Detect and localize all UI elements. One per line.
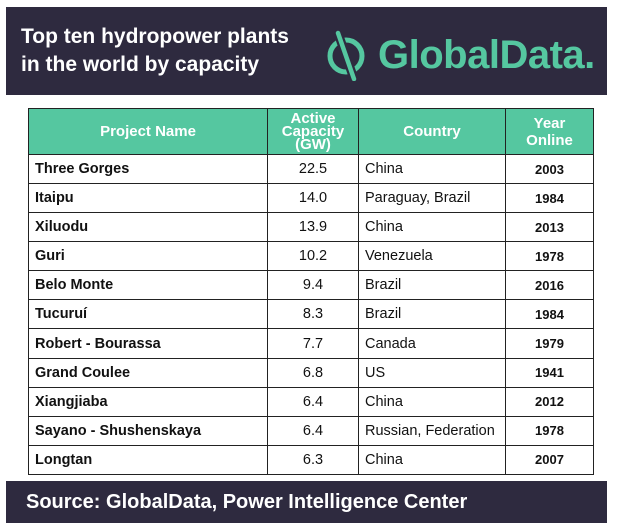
year-cell: 2003 — [505, 153, 594, 185]
country-cell: Russian, Federation — [358, 415, 506, 446]
table-row: Belo Monte 9.4 Brazil 2016 — [28, 270, 594, 301]
capacity-cell: 14.0 — [267, 183, 359, 214]
capacity-cell: 10.2 — [267, 241, 359, 272]
table-header-row: Project Name Active Capacity (GW) Countr… — [28, 108, 594, 155]
project-name-cell: Three Gorges — [28, 153, 268, 185]
table-row: Guri 10.2 Venezuela 1978 — [28, 241, 594, 272]
country-cell: Venezuela — [358, 241, 506, 272]
table-row: Xiangjiaba 6.4 China 2012 — [28, 386, 594, 417]
page-title: Top ten hydropower plants in the world b… — [21, 25, 289, 76]
project-name-cell: Guri — [28, 241, 268, 272]
globaldata-logo-icon — [327, 30, 365, 81]
hydropower-table: Project Name Active Capacity (GW) Countr… — [28, 108, 594, 476]
year-cell: 2007 — [505, 444, 594, 476]
year-cell: 1984 — [505, 183, 594, 214]
capacity-cell: 6.8 — [267, 357, 359, 388]
year-cell: 2012 — [505, 386, 594, 417]
capacity-cell: 6.4 — [267, 415, 359, 446]
project-name-cell: Grand Coulee — [28, 357, 268, 388]
country-cell: China — [358, 212, 506, 243]
year-cell: 1978 — [505, 415, 594, 446]
column-header-year: Year Online — [505, 108, 594, 155]
table-row: Three Gorges 22.5 China 2003 — [28, 153, 594, 185]
brand-name: GlobalData. — [378, 33, 595, 77]
column-header-country: Country — [358, 108, 506, 155]
footer-banner: Source: GlobalData, Power Intelligence C… — [6, 481, 607, 523]
capacity-cell: 6.3 — [267, 444, 359, 476]
country-cell: Paraguay, Brazil — [358, 183, 506, 214]
table-row: Tucuruí 8.3 Brazil 1984 — [28, 299, 594, 330]
capacity-cell: 8.3 — [267, 299, 359, 330]
table-row: Longtan 6.3 China 2007 — [28, 444, 594, 476]
year-cell: 2013 — [505, 212, 594, 243]
country-cell: Canada — [358, 328, 506, 359]
country-cell: China — [358, 386, 506, 417]
project-name-cell: Robert - Bourassa — [28, 328, 268, 359]
project-name-cell: Sayano - Shushenskaya — [28, 415, 268, 446]
table-row: Grand Coulee 6.8 US 1941 — [28, 357, 594, 388]
table-row: Robert - Bourassa 7.7 Canada 1979 — [28, 328, 594, 359]
column-header-project-name: Project Name — [28, 108, 268, 155]
country-cell: China — [358, 153, 506, 185]
capacity-cell: 6.4 — [267, 386, 359, 417]
project-name-cell: Itaipu — [28, 183, 268, 214]
globaldata-logo: GlobalData. — [324, 27, 602, 83]
table-row: Itaipu 14.0 Paraguay, Brazil 1984 — [28, 183, 594, 214]
year-cell: 1979 — [505, 328, 594, 359]
year-cell: 1984 — [505, 299, 594, 330]
country-cell: US — [358, 357, 506, 388]
table-row: Xiluodu 13.9 China 2013 — [28, 212, 594, 243]
project-name-cell: Longtan — [28, 444, 268, 476]
capacity-cell: 13.9 — [267, 212, 359, 243]
source-note: Source: GlobalData, Power Intelligence C… — [26, 491, 468, 513]
year-cell: 2016 — [505, 270, 594, 301]
year-cell: 1978 — [505, 241, 594, 272]
capacity-cell: 7.7 — [267, 328, 359, 359]
capacity-cell: 22.5 — [267, 153, 359, 185]
country-cell: China — [358, 444, 506, 476]
project-name-cell: Belo Monte — [28, 270, 268, 301]
capacity-cell: 9.4 — [267, 270, 359, 301]
project-name-cell: Xiangjiaba — [28, 386, 268, 417]
year-cell: 1941 — [505, 357, 594, 388]
project-name-cell: Tucuruí — [28, 299, 268, 330]
header-banner: Top ten hydropower plants in the world b… — [6, 7, 607, 95]
country-cell: Brazil — [358, 270, 506, 301]
table-row: Sayano - Shushenskaya 6.4 Russian, Feder… — [28, 415, 594, 446]
country-cell: Brazil — [358, 299, 506, 330]
project-name-cell: Xiluodu — [28, 212, 268, 243]
column-header-capacity: Active Capacity (GW) — [267, 108, 359, 155]
